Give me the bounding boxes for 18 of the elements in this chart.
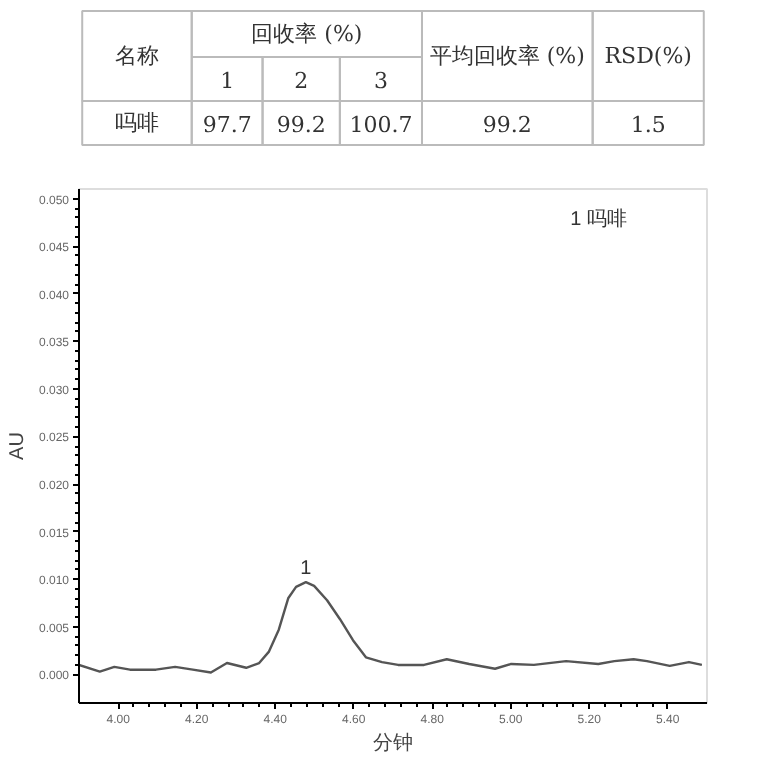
text: 1: [220, 68, 235, 94]
text: 100.7: [349, 112, 413, 138]
x-axis-title: 分钟: [373, 731, 413, 755]
annotation: 1 吗啡: [570, 207, 628, 231]
text: 3: [373, 68, 388, 94]
annotation: 1: [300, 558, 313, 581]
text: 99.2: [276, 112, 326, 138]
text: 回收率 (%): [251, 21, 363, 47]
text: 平均回收率 (%): [429, 43, 585, 69]
text: 名称: [114, 43, 159, 69]
text: 99.2: [482, 112, 532, 138]
line-series: [79, 580, 704, 674]
text: 1.5: [630, 112, 666, 138]
text: 97.7: [202, 112, 252, 138]
text: RSD(%): [604, 43, 692, 69]
text: 2: [294, 68, 309, 94]
text: 吗啡: [114, 110, 159, 136]
y-axis-title: AU: [6, 432, 29, 460]
